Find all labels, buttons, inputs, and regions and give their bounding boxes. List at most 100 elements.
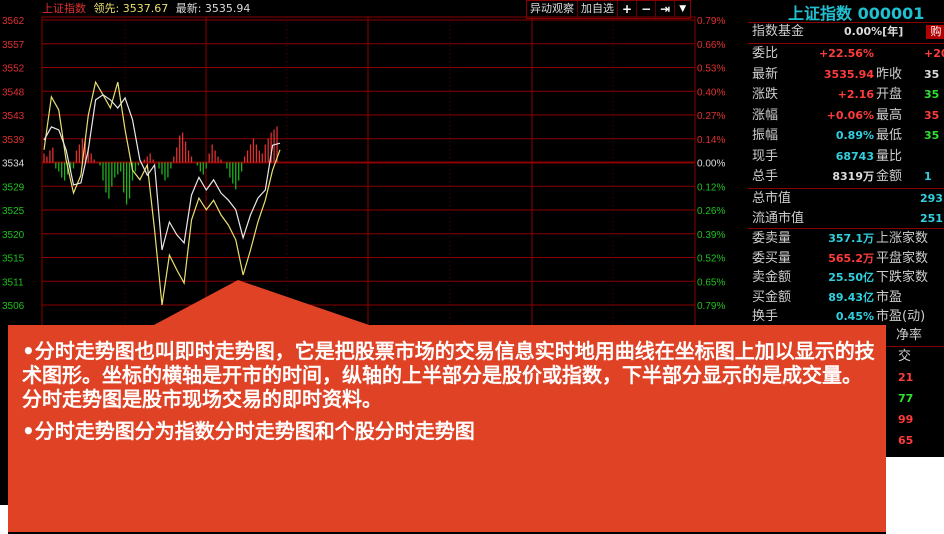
right-tick-label: 0.79% xyxy=(697,16,725,27)
order-label: 换手 xyxy=(752,309,779,324)
quote-row: 涨幅 +0.06% 最高 35 xyxy=(748,106,944,126)
quote-value-2: 35 xyxy=(924,67,940,81)
quote-label-2: 最高 xyxy=(876,107,903,123)
quote-value: 68743 xyxy=(835,149,874,163)
quote-value-2: +208 xyxy=(924,47,944,60)
left-tick-label: 3548 xyxy=(2,87,25,98)
skip-end-icon[interactable]: ⇥ xyxy=(656,1,676,18)
order-row: 卖金额 25.50亿 下跌家数 xyxy=(748,268,944,288)
cap-row: 流通市值 251 xyxy=(748,209,944,229)
left-tick-label: 3539 xyxy=(2,135,25,146)
quote-label: 现手 xyxy=(752,148,779,164)
right-tick-label: 0.12% xyxy=(697,182,725,193)
order-label-2: 平盘家数 xyxy=(876,250,929,266)
trade-row: 21 xyxy=(748,368,944,388)
order-label-2: 市盈(动) xyxy=(876,309,926,324)
right-tick-label: 0.39% xyxy=(697,230,725,241)
add-watchlist-button[interactable]: 加自选 xyxy=(578,1,618,18)
trade-row: 99 xyxy=(748,410,944,430)
quote-value: +0.06% xyxy=(826,108,874,122)
left-tick-label: 3543 xyxy=(2,111,25,122)
left-tick-label: 3520 xyxy=(2,230,25,241)
quote-label: 涨幅 xyxy=(752,107,779,123)
quote-label-2: 昨收 xyxy=(876,66,903,82)
minus-icon[interactable]: − xyxy=(637,1,657,18)
quote-value: 0.89% xyxy=(835,129,874,142)
quote-panel: 上证指数 000001 指数基金 0.00%[年] 购 委比 +22.56% +… xyxy=(748,0,944,460)
plus-icon[interactable]: + xyxy=(618,1,638,18)
cap-value: 293 xyxy=(920,192,943,205)
right-tick-label: 0.40% xyxy=(697,87,725,98)
quote-label: 振幅 xyxy=(752,128,779,143)
abnormal-watch-button[interactable]: 异动观察 xyxy=(527,1,578,18)
trade-header-label: 交 xyxy=(898,349,912,364)
order-label-2: 市盈 xyxy=(876,289,903,305)
left-tick-label: 3534 xyxy=(2,159,25,170)
order-label-2: 上涨家数 xyxy=(876,231,929,246)
quote-label-2: 金额 xyxy=(876,169,903,184)
callout-paragraph-1: •分时走势图也叫即时走势图，它是把股票市场的交易信息实时地用曲线在坐标图上加以显… xyxy=(22,339,875,411)
cap-label: 流通市值 xyxy=(752,211,805,226)
trade-row: 77 xyxy=(748,389,944,409)
chart-header: 上证指数 领先: 3537.67 最新: 3535.94 xyxy=(42,0,250,17)
quote-row: 总手 8319万 金额 1 xyxy=(748,167,944,187)
quote-value-2: 35 xyxy=(924,88,940,101)
left-tick-label: 3557 xyxy=(2,40,25,51)
quote-label-2: 最低 xyxy=(876,128,903,143)
right-tick-label: 0.65% xyxy=(697,277,725,288)
left-tick-label: 3552 xyxy=(2,64,25,75)
quote-value: 8319万 xyxy=(832,170,874,183)
index-name: 上证指数 xyxy=(42,2,86,15)
order-value: 0.45% xyxy=(835,310,874,323)
order-label: 委卖量 xyxy=(752,231,792,246)
left-tick-label: 3525 xyxy=(2,206,25,217)
quote-label-2: 开盘 xyxy=(876,87,903,102)
right-tick-label: 0.00% xyxy=(697,159,725,170)
quote-row: 现手 68743 量比 xyxy=(748,147,944,167)
fund-label: 指数基金 xyxy=(752,24,805,39)
chart-toolbar: 异动观察 加自选 + − ⇥ ▼ xyxy=(526,0,692,19)
quote-row: 最新 3535.94 昨收 35 xyxy=(748,65,944,85)
trade-header: 交 xyxy=(748,347,944,367)
order-value: 25.50亿 xyxy=(828,271,874,284)
order-row: 委买量 565.2万 平盘家数 xyxy=(748,249,944,269)
quote-label-2: 量比 xyxy=(876,148,903,164)
quote-label: 最新 xyxy=(752,66,779,82)
average-price-line xyxy=(43,94,281,251)
order-label: 委买量 xyxy=(752,250,792,266)
right-tick-label: 0.26% xyxy=(697,206,725,217)
quote-label: 涨跌 xyxy=(752,87,779,102)
buy-button[interactable]: 购 xyxy=(926,25,944,39)
right-tick-label: 0.53% xyxy=(697,64,725,75)
lead-value: 领先: 3537.67 xyxy=(93,2,169,15)
order-row: 委卖量 357.1万 上涨家数 xyxy=(748,229,944,249)
trade-value: 99 xyxy=(898,413,914,426)
quote-row: 委比 +22.56% +208 xyxy=(748,44,944,64)
trade-row: 65 xyxy=(748,431,944,451)
quote-value: 3535.94 xyxy=(823,67,874,81)
quote-label: 总手 xyxy=(752,169,779,184)
quote-row: 振幅 0.89% 最低 35 xyxy=(748,126,944,146)
cap-value: 251 xyxy=(920,212,943,225)
cap-label: 总市值 xyxy=(752,191,792,206)
right-tick-label: 0.14% xyxy=(697,135,725,146)
order-value: 565.2万 xyxy=(828,251,874,265)
quote-value-2: 1 xyxy=(924,170,932,183)
intraday-chart: 3562 0.79% 3557 0.66% 3552 0.53% 3548 0.40% 3543… xyxy=(2,16,725,330)
panel-title: 上证指数 000001 xyxy=(788,4,925,23)
left-tick-label: 3562 xyxy=(2,16,25,27)
trade-value: 77 xyxy=(898,392,914,405)
trade-value: 65 xyxy=(898,434,914,447)
trade-value: 21 xyxy=(898,371,914,384)
quote-row: 涨跌 +2.16 开盘 35 xyxy=(748,85,944,105)
order-value: 357.1万 xyxy=(828,232,874,245)
left-tick-label: 3529 xyxy=(2,182,25,193)
order-label: 卖金额 xyxy=(752,270,792,285)
dropdown-icon[interactable]: ▼ xyxy=(679,4,687,14)
order-label: 买金额 xyxy=(752,289,792,305)
explanation-callout: •分时走势图也叫即时走势图，它是把股票市场的交易信息实时地用曲线在坐标图上加以显… xyxy=(8,325,886,532)
left-tick-label: 3515 xyxy=(2,254,25,265)
cap-row: 总市值 293 xyxy=(748,189,944,209)
